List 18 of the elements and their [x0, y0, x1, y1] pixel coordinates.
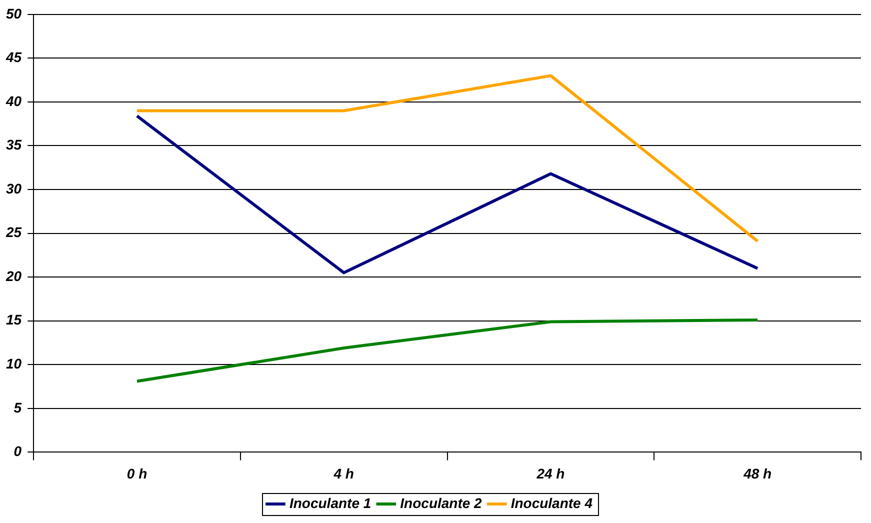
x-tick-label: 48 h	[742, 465, 772, 482]
y-tick-label: 30	[6, 180, 22, 196]
y-tick-label: 50	[6, 5, 22, 22]
x-tick-label: 24 h	[536, 465, 565, 482]
y-tick-label: 15	[6, 312, 22, 328]
x-tick-label: 4 h	[332, 465, 354, 482]
y-tick-label: 20	[4, 268, 22, 284]
legend-label: Inoculante 4	[510, 494, 593, 511]
y-tick-label: 40	[4, 92, 22, 109]
legend-label: Inoculante 1	[289, 494, 372, 511]
y-tick-label: 45	[4, 49, 22, 66]
y-tick-label: 0	[14, 443, 22, 460]
y-tick-label: 35	[6, 136, 22, 153]
y-tick-label: 25	[4, 224, 22, 240]
legend-label: Inoculante 2	[400, 494, 482, 511]
y-tick-label: 10	[6, 356, 22, 372]
y-tick-label: 5	[14, 399, 22, 416]
x-tick-label: 0 h	[126, 465, 148, 482]
